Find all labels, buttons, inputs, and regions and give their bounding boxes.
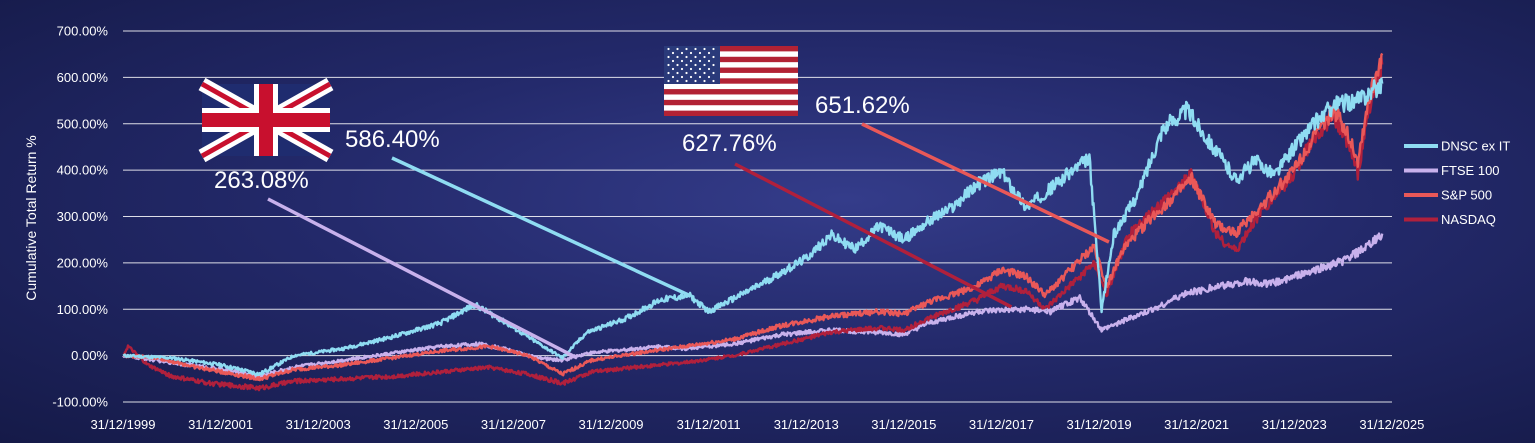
x-tick-label: 31/12/2025 (1359, 417, 1424, 432)
x-tick-label: 31/12/2011 (677, 417, 741, 432)
series-line (122, 52, 1384, 382)
callout-lines (267, 122, 1110, 360)
legend: DNSC ex IT FTSE 100 S&P 500 NASDAQ (1404, 139, 1510, 227)
callout-label: 627.76% (682, 130, 777, 157)
y-tick-label: 0.00% (71, 348, 108, 363)
legend-label: S&P 500 (1441, 188, 1492, 203)
x-tick-label: 31/12/2021 (1164, 417, 1229, 432)
x-tick-label: 31/12/2017 (969, 417, 1034, 432)
legend-label: DNSC ex IT (1441, 139, 1510, 154)
gridlines (123, 30, 1392, 403)
legend-label: NASDAQ (1441, 212, 1496, 227)
legend-label: FTSE 100 (1441, 163, 1500, 178)
x-tick-label: 31/12/2005 (383, 417, 448, 432)
callout-label: 263.08% (214, 167, 309, 194)
x-tick-label: 31/12/2001 (188, 417, 253, 432)
y-tick-label: 700.00% (57, 24, 109, 39)
uk-flag (198, 77, 334, 163)
x-tick-label: 31/12/2013 (774, 417, 839, 432)
y-axis-label: Cumulative Total Return % (23, 135, 39, 300)
callout-label: 586.40% (345, 126, 440, 153)
x-tick-label: 31/12/2015 (871, 417, 936, 432)
us-flag (664, 46, 798, 116)
y-tick-label: 600.00% (57, 70, 109, 85)
y-axis-ticks: -100.00% 0.00% 100.00% 200.00% 300.00% 400.00… (52, 24, 108, 410)
callout-line (734, 162, 1013, 309)
x-tick-label: 31/12/1999 (90, 417, 155, 432)
y-tick-label: 500.00% (57, 116, 109, 131)
y-tick-label: -100.00% (52, 395, 108, 410)
x-axis-ticks: 31/12/1999 31/12/2001 31/12/2003 31/12/2005… (90, 417, 1424, 432)
series-lines (122, 52, 1384, 392)
x-tick-label: 31/12/2009 (578, 417, 643, 432)
x-tick-label: 31/12/2019 (1067, 417, 1132, 432)
series-line (122, 57, 1384, 392)
series-line (122, 232, 1384, 379)
x-tick-label: 31/12/2023 (1262, 417, 1327, 432)
y-tick-label: 300.00% (57, 209, 109, 224)
callouts: 586.40% 263.08% 651.62% 627.76% (214, 92, 910, 194)
callout-label: 651.62% (815, 92, 910, 119)
y-tick-label: 200.00% (57, 255, 109, 270)
y-tick-label: 100.00% (57, 302, 109, 317)
callout-line (267, 197, 578, 360)
callout-line (391, 156, 690, 297)
y-tick-label: 400.00% (57, 163, 109, 178)
x-tick-label: 31/12/2003 (286, 417, 351, 432)
callout-line (861, 122, 1110, 244)
x-tick-label: 31/12/2007 (481, 417, 546, 432)
series-line (122, 77, 1384, 377)
